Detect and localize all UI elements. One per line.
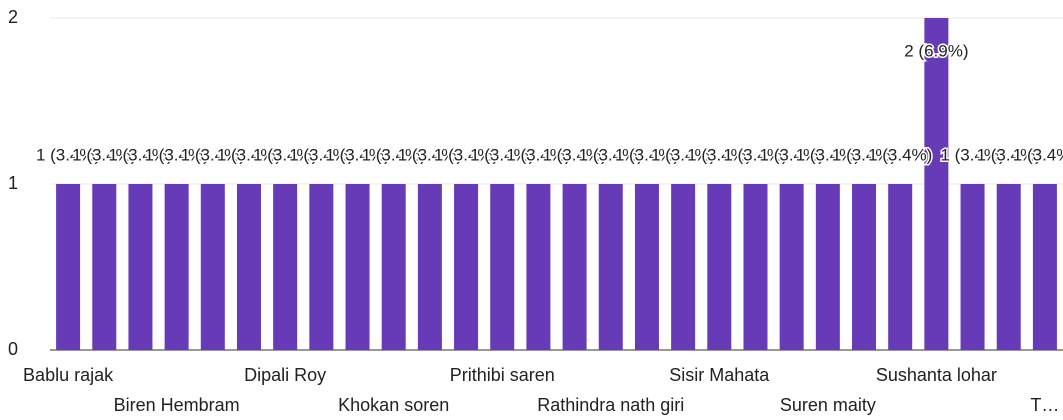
bar [707, 184, 732, 350]
bar [309, 184, 334, 350]
bar [598, 184, 623, 350]
bar [671, 184, 696, 350]
bar [164, 184, 189, 350]
data-label: 1 (3.4%) [145, 145, 209, 164]
data-label: 1 (3.4%) [940, 145, 1004, 164]
data-label: 1 (3.4%) [651, 145, 715, 164]
data-label: 1 (3.4%) [832, 145, 896, 164]
x-tick-label: Suren maity [780, 395, 876, 415]
y-tick-label: 2 [8, 7, 18, 27]
data-label: 1 (3.4%) [325, 145, 389, 164]
data-label: 1 (3.4%) [796, 145, 860, 164]
data-label: 1 (3.4%) [506, 145, 570, 164]
bar [236, 184, 261, 350]
bar [128, 184, 153, 350]
bar [417, 184, 442, 350]
bar [924, 18, 949, 350]
data-label: 1 (3.4%) [362, 145, 426, 164]
bar [273, 184, 298, 350]
bar [526, 184, 551, 350]
bar [960, 184, 985, 350]
data-label: 1 (3.4%) [470, 145, 534, 164]
data-label: 2 (6.9%) [904, 41, 968, 60]
x-tick-label: Prithibi saren [450, 365, 555, 385]
data-label: 1 (3.4%) [760, 145, 824, 164]
bar [743, 184, 768, 350]
bar [92, 184, 117, 350]
bar [345, 184, 370, 350]
data-label: 1 (3.4%) [723, 145, 787, 164]
data-label: 1 (3.4%) [977, 145, 1041, 164]
x-tick-label: Sisir Mahata [669, 365, 770, 385]
data-label: 1 (3.4%) [434, 145, 498, 164]
data-label: 1 (3.4%) [217, 145, 281, 164]
bar [779, 184, 804, 350]
bar [1032, 184, 1057, 350]
bar [490, 184, 515, 350]
x-tick-label: Sushanta lohar [876, 365, 997, 385]
x-tick-label: Dipali Roy [244, 365, 326, 385]
data-label: 1 (3.4%) [181, 145, 245, 164]
bar [562, 184, 587, 350]
x-tick-label: Khokan soren [338, 395, 449, 415]
bar [200, 184, 225, 350]
data-label: 1 (3.4%) [615, 145, 679, 164]
bar [56, 184, 81, 350]
x-tick-label: Bablu rajak [23, 365, 114, 385]
data-label: 1 (3.4%) [579, 145, 643, 164]
data-label: 1 (3.4%) [687, 145, 751, 164]
bar [996, 184, 1021, 350]
bar [852, 184, 877, 350]
bar [454, 184, 479, 350]
data-label: 1 (3.4%) [289, 145, 353, 164]
bar [381, 184, 406, 350]
data-label: 1 (3.4%) [1013, 145, 1063, 164]
x-tick-label: Biren Hembram [114, 395, 240, 415]
x-tick-label: T… [1030, 395, 1059, 415]
bar [815, 184, 840, 350]
data-label: 1 (3.4%) [253, 145, 317, 164]
data-label: 1 (3.4%) [72, 145, 136, 164]
y-tick-label: 1 [8, 173, 18, 193]
y-tick-label: 0 [8, 339, 18, 359]
data-label: 1 (3.4%) [542, 145, 606, 164]
bar [888, 184, 913, 350]
data-label: 1 (3.4%) [36, 145, 100, 164]
data-label: 1 (3.4%) [868, 145, 932, 164]
bar [634, 184, 659, 350]
data-label: 1 (3.4%) [108, 145, 172, 164]
x-tick-label: Rathindra nath giri [537, 395, 684, 415]
data-label: 1 (3.4%) [398, 145, 462, 164]
